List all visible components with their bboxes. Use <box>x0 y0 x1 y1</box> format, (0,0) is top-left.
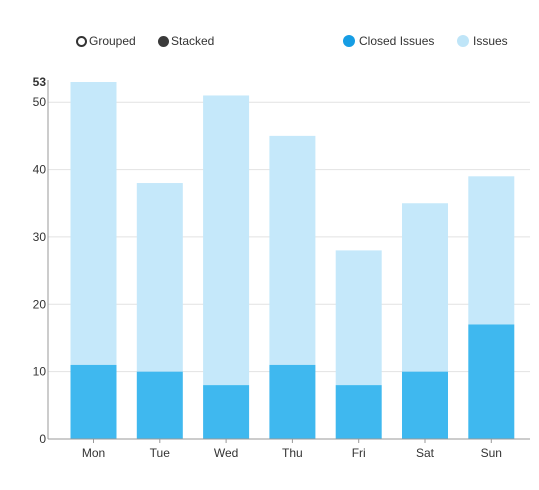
bar-closed-issues[interactable] <box>468 324 515 439</box>
stacked-radio-icon <box>158 35 169 47</box>
y-tick-label: 10 <box>33 365 47 379</box>
bar-issues[interactable] <box>203 95 250 386</box>
y-tick-label: 0 <box>39 432 46 446</box>
legend-closed-issues[interactable]: Closed Issues <box>343 34 434 48</box>
grouped-radio-icon <box>76 35 87 47</box>
legend-issues-label: Issues <box>473 34 508 48</box>
bar-issues[interactable] <box>136 183 183 372</box>
bar-issues[interactable] <box>335 250 382 386</box>
x-tick-label: Mon <box>82 446 105 460</box>
legend-closed-swatch-icon <box>343 35 355 47</box>
y-max-label: 53 <box>33 75 47 89</box>
bar-issues[interactable] <box>402 203 448 372</box>
stacked-toggle[interactable]: Stacked <box>158 34 214 48</box>
x-tick-label: Thu <box>282 446 303 460</box>
x-tick-label: Sat <box>416 446 435 460</box>
bar-issues[interactable] <box>468 176 515 325</box>
bar-closed-issues[interactable] <box>70 364 117 439</box>
x-tick-label: Tue <box>150 446 171 460</box>
y-tick-label: 30 <box>33 230 47 244</box>
legend-issues-swatch-icon <box>457 35 469 47</box>
bar-layer <box>70 82 515 439</box>
bar-closed-issues[interactable] <box>269 364 316 439</box>
y-tick-label: 20 <box>33 297 47 311</box>
chart-controls: Grouped Stacked Closed Issues Issues <box>0 0 539 80</box>
bar-closed-issues[interactable] <box>335 385 382 439</box>
legend-issues[interactable]: Issues <box>457 34 508 48</box>
bar-closed-issues[interactable] <box>203 385 250 439</box>
stacked-label: Stacked <box>171 34 215 48</box>
y-tick-label: 40 <box>33 163 47 177</box>
y-tick-label: 50 <box>33 95 47 109</box>
bar-closed-issues[interactable] <box>402 371 448 439</box>
legend-closed-label: Closed Issues <box>359 34 435 48</box>
bar-issues[interactable] <box>70 82 117 365</box>
x-tick-label: Sun <box>481 446 502 460</box>
x-tick-label: Wed <box>214 446 238 460</box>
grouped-label: Grouped <box>89 34 136 48</box>
grouped-toggle[interactable]: Grouped <box>76 34 136 48</box>
x-tick-label: Fri <box>352 446 366 460</box>
bar-closed-issues[interactable] <box>136 371 183 439</box>
axis-layer: 0 10 20 30 40 50 53 Mon Tue Wed Thu Fri Sat Sun <box>33 75 530 460</box>
bar-issues[interactable] <box>269 135 316 365</box>
